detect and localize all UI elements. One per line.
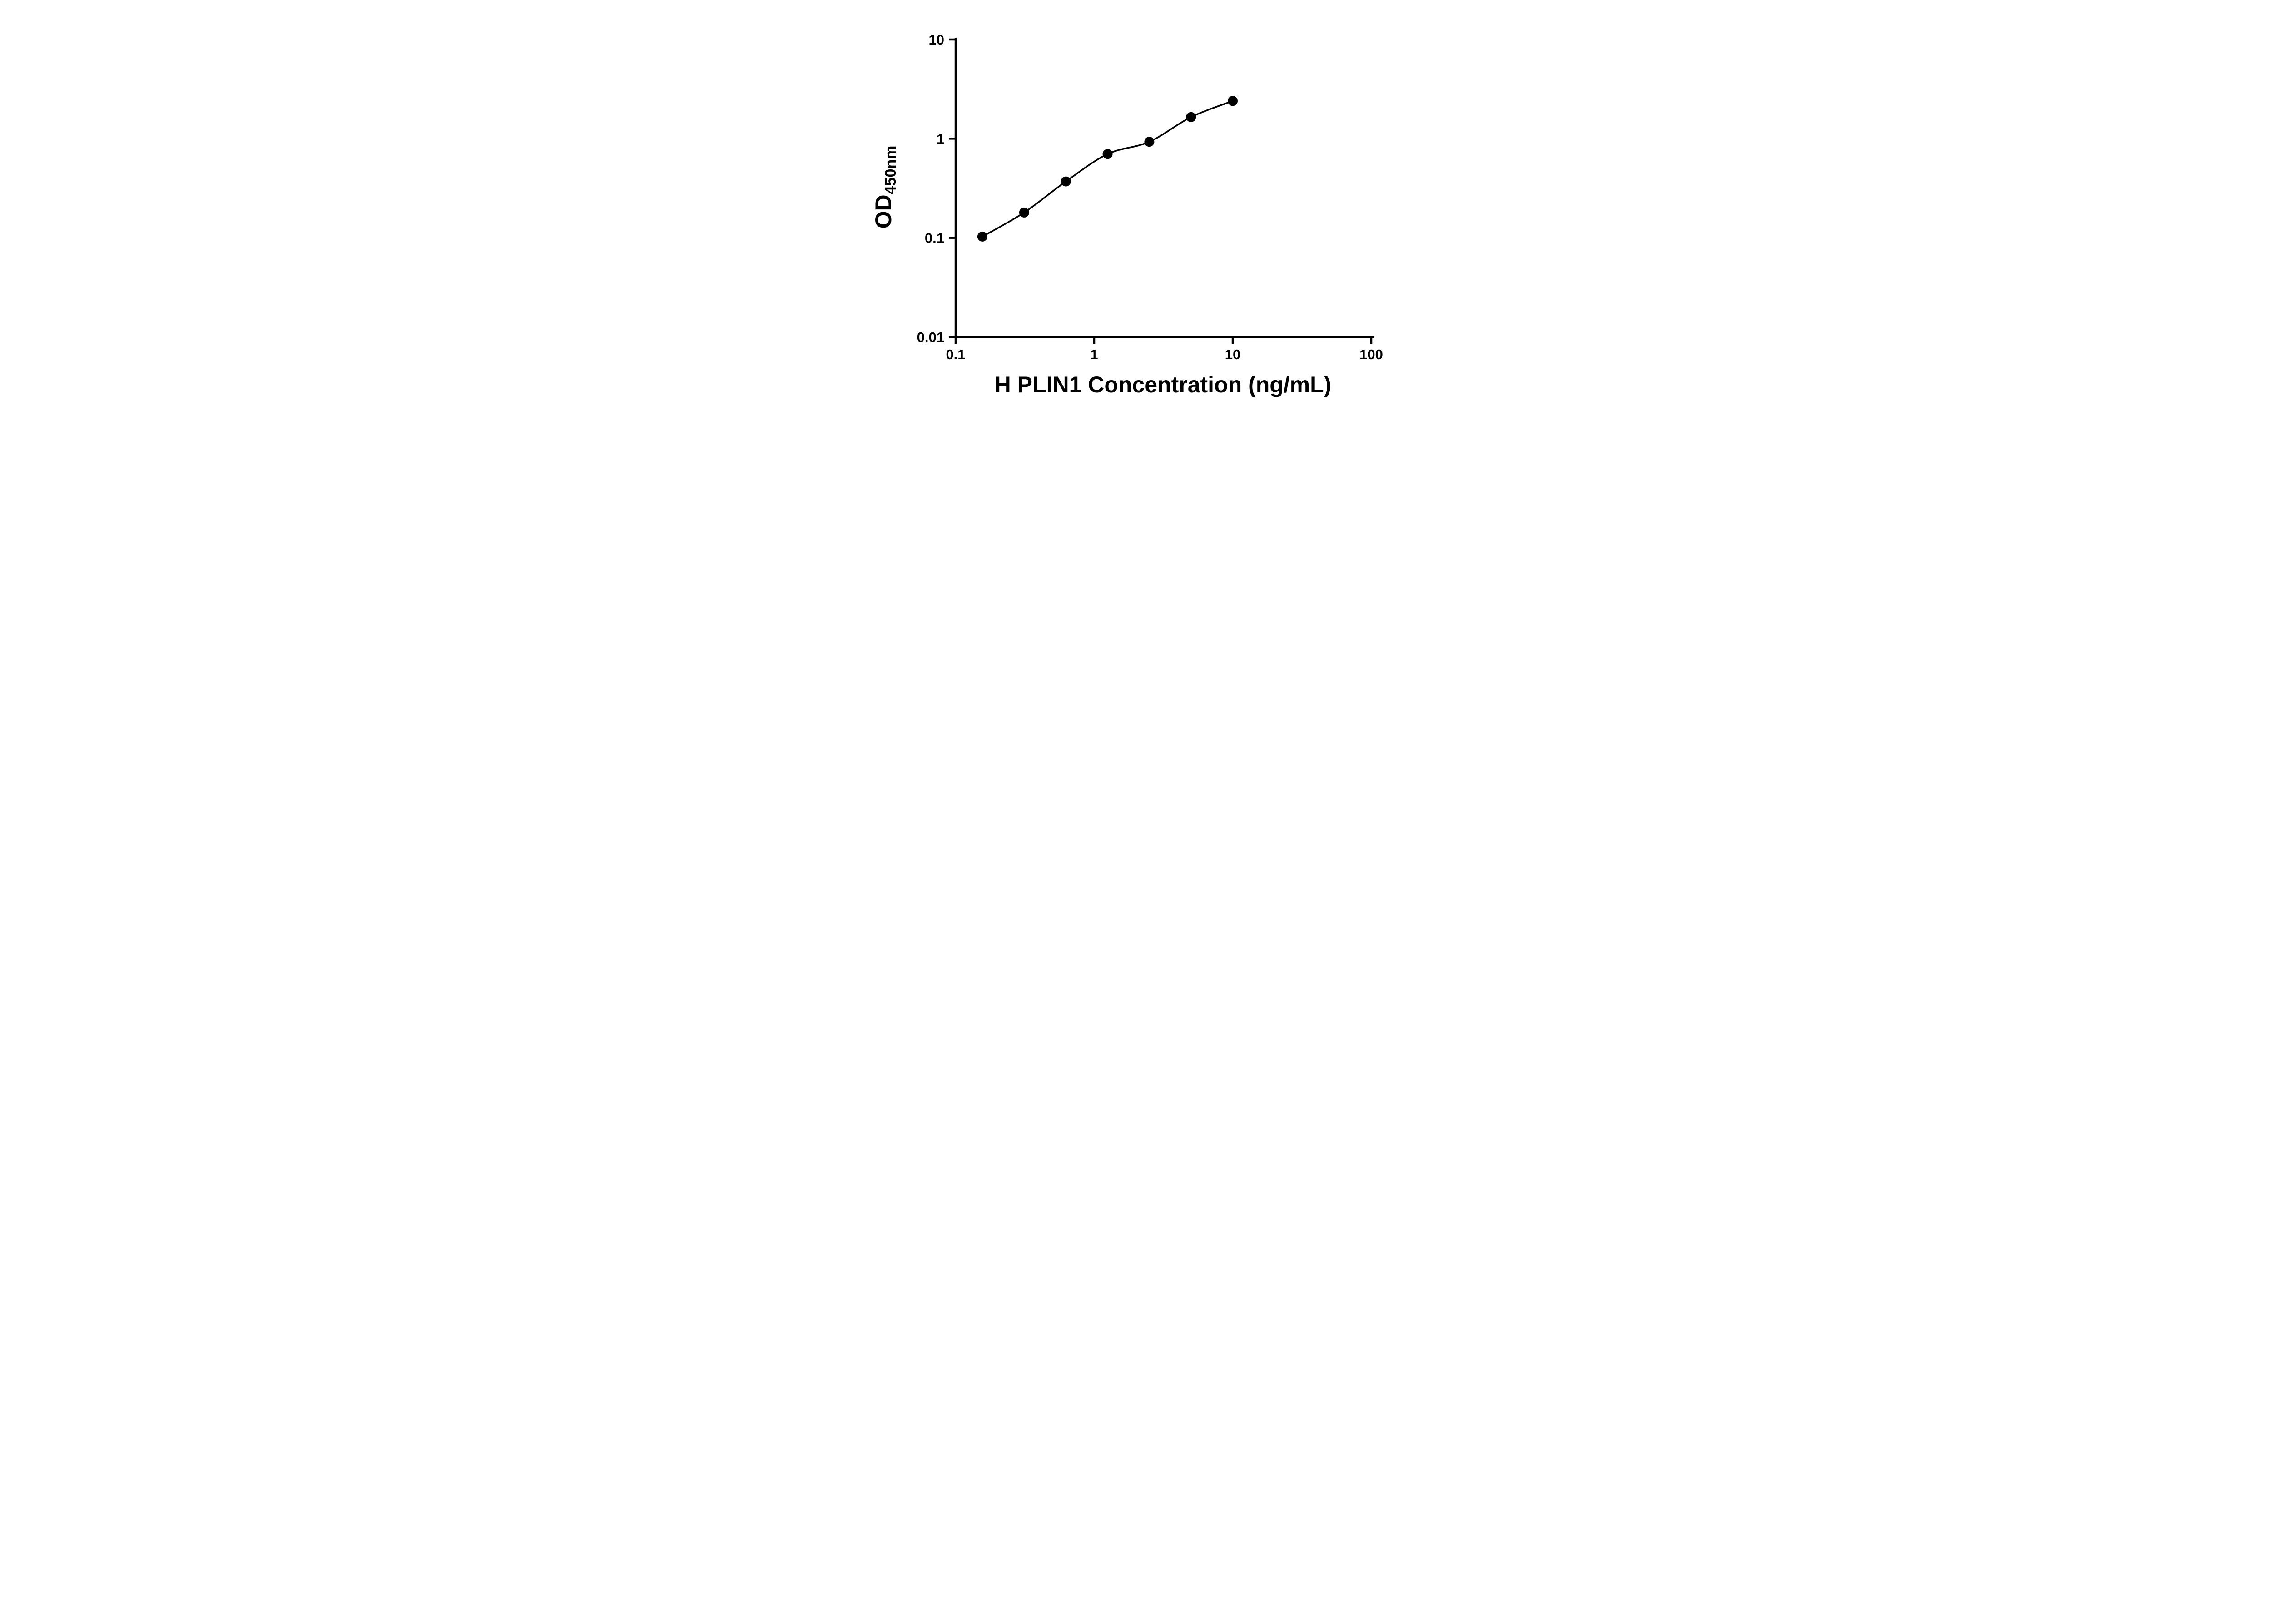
data-point — [1102, 149, 1113, 159]
y-axis-tick-label: 0.1 — [924, 230, 944, 246]
x-axis-title: H PLIN1 Concentration (ng/mL) — [994, 372, 1332, 397]
elisa-standard-curve-figure: 0.1 1 10 100 10 1 0.1 0.01 OD450nm H PLIN1 Conc… — [842, 0, 1429, 406]
data-point — [1227, 96, 1238, 106]
y-axis-title: OD450nm — [870, 145, 899, 229]
y-axis-title-main: OD — [870, 194, 896, 229]
y-axis-title-subscript: 450nm — [882, 145, 899, 195]
data-point — [1019, 207, 1029, 218]
data-point — [1185, 112, 1196, 122]
x-axis-tick-label: 0.1 — [946, 347, 965, 362]
y-axis-tick-label: 10 — [928, 32, 944, 48]
x-axis-tick-label: 10 — [1225, 347, 1240, 362]
data-point — [977, 231, 987, 242]
x-axis-tick-label: 100 — [1359, 347, 1383, 362]
y-axis-tick-label: 0.01 — [917, 329, 944, 345]
data-point — [1061, 176, 1071, 187]
x-axis-tick-label: 1 — [1090, 347, 1098, 362]
fit-curve — [982, 100, 1233, 238]
data-point — [1144, 137, 1154, 147]
y-axis-tick-label: 1 — [936, 131, 944, 147]
axes-spine — [954, 38, 1374, 338]
